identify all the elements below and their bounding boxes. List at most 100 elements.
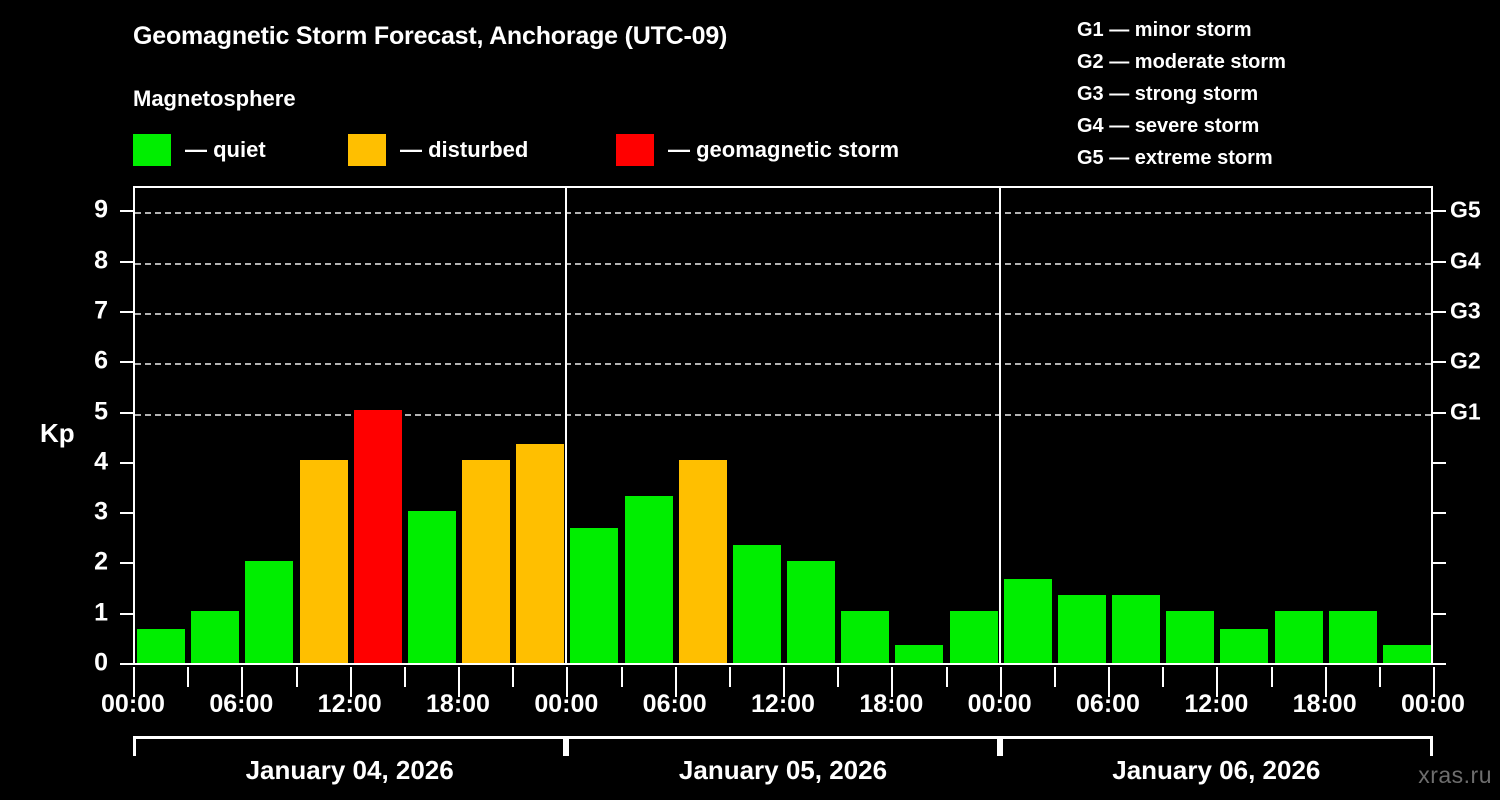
day-label-3: January 06, 2026 (1112, 755, 1321, 785)
y-axis-title: Kp (40, 418, 75, 448)
x-tick-label-5: 06:00 (642, 690, 707, 718)
gridline-kp-8 (135, 262, 1431, 265)
bar-day1-1500 (407, 510, 456, 663)
gridline-kp-6 (135, 363, 1431, 366)
x-tick-mark-16 (999, 667, 1002, 697)
g-tick-mark-kp-6 (1433, 361, 1446, 364)
x-tick-mark-24 (1433, 667, 1435, 697)
x-tick-mark-11 (728, 667, 731, 687)
x-tick-mark-2 (241, 667, 244, 697)
y-tick-mark-1 (120, 612, 133, 615)
x-tick-mark-7 (512, 667, 515, 687)
bar-day1-0000 (137, 629, 186, 663)
g-tick-label-G3: G3 (1450, 297, 1481, 324)
y-tick-label-0: 0 (94, 648, 108, 677)
day-label-2: January 05, 2026 (678, 755, 888, 785)
bar-day1-1200 (353, 410, 402, 663)
day-bracket-1 (133, 736, 567, 756)
page-title: Geomagnetic Storm Forecast, Anchorage (U… (133, 22, 728, 50)
y-tick-mark-4 (120, 461, 133, 464)
y-tick-label-4: 4 (94, 447, 108, 476)
bar-day2-1200 (787, 560, 836, 663)
bar-day3-1200 (1220, 628, 1269, 663)
y-tick-mark-9 (120, 210, 133, 213)
x-tick-mark-10 (674, 667, 677, 697)
x-tick-label-1: 06:00 (209, 690, 274, 718)
gridline-kp-7 (135, 312, 1431, 315)
g-scale-item-5: G5 — extreme storm (1077, 147, 1273, 169)
bar-day2-2100 (949, 611, 998, 663)
g-tick-label-G4: G4 (1450, 247, 1481, 274)
y-tick-label-2: 2 (94, 547, 108, 576)
bar-day2-0900 (732, 544, 781, 663)
g-tick-mark-kp-0 (1433, 663, 1446, 665)
bar-day1-0900 (299, 460, 348, 663)
g-scale-legend: G1 — minor storm G2 — moderate storm G3 — … (1077, 14, 1286, 174)
quiet-legend-label: — quiet (185, 137, 266, 162)
x-tick-mark-4 (349, 667, 352, 697)
y-tick-label-6: 6 (94, 346, 108, 375)
x-tick-mark-22 (1324, 667, 1327, 697)
x-tick-mark-1 (187, 667, 190, 687)
geomagnetic-storm-legend-swatch-icon (616, 134, 654, 166)
x-tick-label-7: 18:00 (859, 690, 924, 718)
y-tick-label-9: 9 (94, 195, 108, 224)
bar-day2-1500 (841, 611, 890, 663)
x-tick-label-8: 00:00 (967, 690, 1032, 718)
x-tick-mark-9 (620, 667, 623, 687)
x-tick-mark-5 (403, 667, 406, 687)
x-tick-label-4: 00:00 (534, 690, 599, 718)
x-tick-mark-23 (1378, 667, 1381, 687)
g-tick-label-G2: G2 (1450, 347, 1481, 374)
geomagnetic-storm-legend: — geomagnetic storm (616, 133, 899, 167)
x-tick-mark-6 (458, 667, 460, 697)
x-tick-mark-20 (1216, 667, 1219, 697)
x-tick-mark-17 (1053, 667, 1056, 687)
geomagnetic-storm-legend-label: — geomagnetic storm (668, 137, 900, 162)
bar-day3-0900 (1166, 611, 1215, 663)
bar-day1-0300 (191, 611, 240, 663)
g-tick-mark-kp-1 (1433, 612, 1446, 615)
bar-day2-1800 (895, 645, 944, 663)
bar-day3-0300 (1057, 595, 1106, 663)
g-tick-mark-kp-8 (1433, 260, 1446, 263)
gridline-kp-9 (135, 212, 1431, 215)
x-tick-mark-8 (566, 667, 569, 697)
day-separator-1 (565, 188, 568, 663)
y-tick-label-7: 7 (94, 296, 108, 325)
bar-day3-0600 (1112, 595, 1161, 663)
bar-day1-2100 (516, 444, 565, 663)
x-tick-mark-15 (945, 667, 948, 687)
chart-subtitle: Magnetosphere (133, 86, 296, 111)
y-tick-label-3: 3 (94, 497, 108, 526)
bar-day3-1500 (1274, 611, 1323, 663)
quiet-legend-swatch-icon (133, 134, 171, 166)
x-tick-label-6: 12:00 (751, 690, 815, 718)
bar-day3-1800 (1328, 611, 1377, 663)
y-tick-mark-6 (120, 361, 133, 364)
g-scale-item-1: G1 — minor storm (1077, 19, 1252, 41)
day-label-1: January 04, 2026 (245, 755, 454, 785)
watermark: xras.ru (1418, 762, 1492, 788)
disturbed-legend-swatch-icon (348, 134, 386, 166)
g-tick-mark-kp-3 (1433, 512, 1446, 515)
bar-day3-0000 (1003, 578, 1052, 663)
y-tick-label-8: 8 (94, 246, 108, 275)
x-tick-mark-12 (783, 667, 785, 697)
g-tick-mark-kp-5 (1433, 411, 1446, 414)
bar-day2-0300 (624, 495, 673, 663)
disturbed-legend: — disturbed (348, 133, 528, 167)
g-tick-mark-kp-9 (1433, 210, 1446, 213)
x-tick-mark-21 (1270, 667, 1273, 687)
y-tick-mark-5 (120, 411, 133, 414)
bar-day1-0600 (245, 560, 294, 663)
x-tick-mark-3 (295, 667, 298, 687)
y-tick-mark-3 (120, 512, 133, 515)
g-scale-item-4: G4 — severe storm (1077, 115, 1260, 137)
day-separator-2 (998, 188, 1001, 663)
y-tick-label-1: 1 (94, 598, 108, 627)
x-tick-mark-0 (133, 667, 135, 697)
x-tick-mark-14 (891, 667, 894, 697)
y-tick-mark-8 (120, 260, 133, 263)
